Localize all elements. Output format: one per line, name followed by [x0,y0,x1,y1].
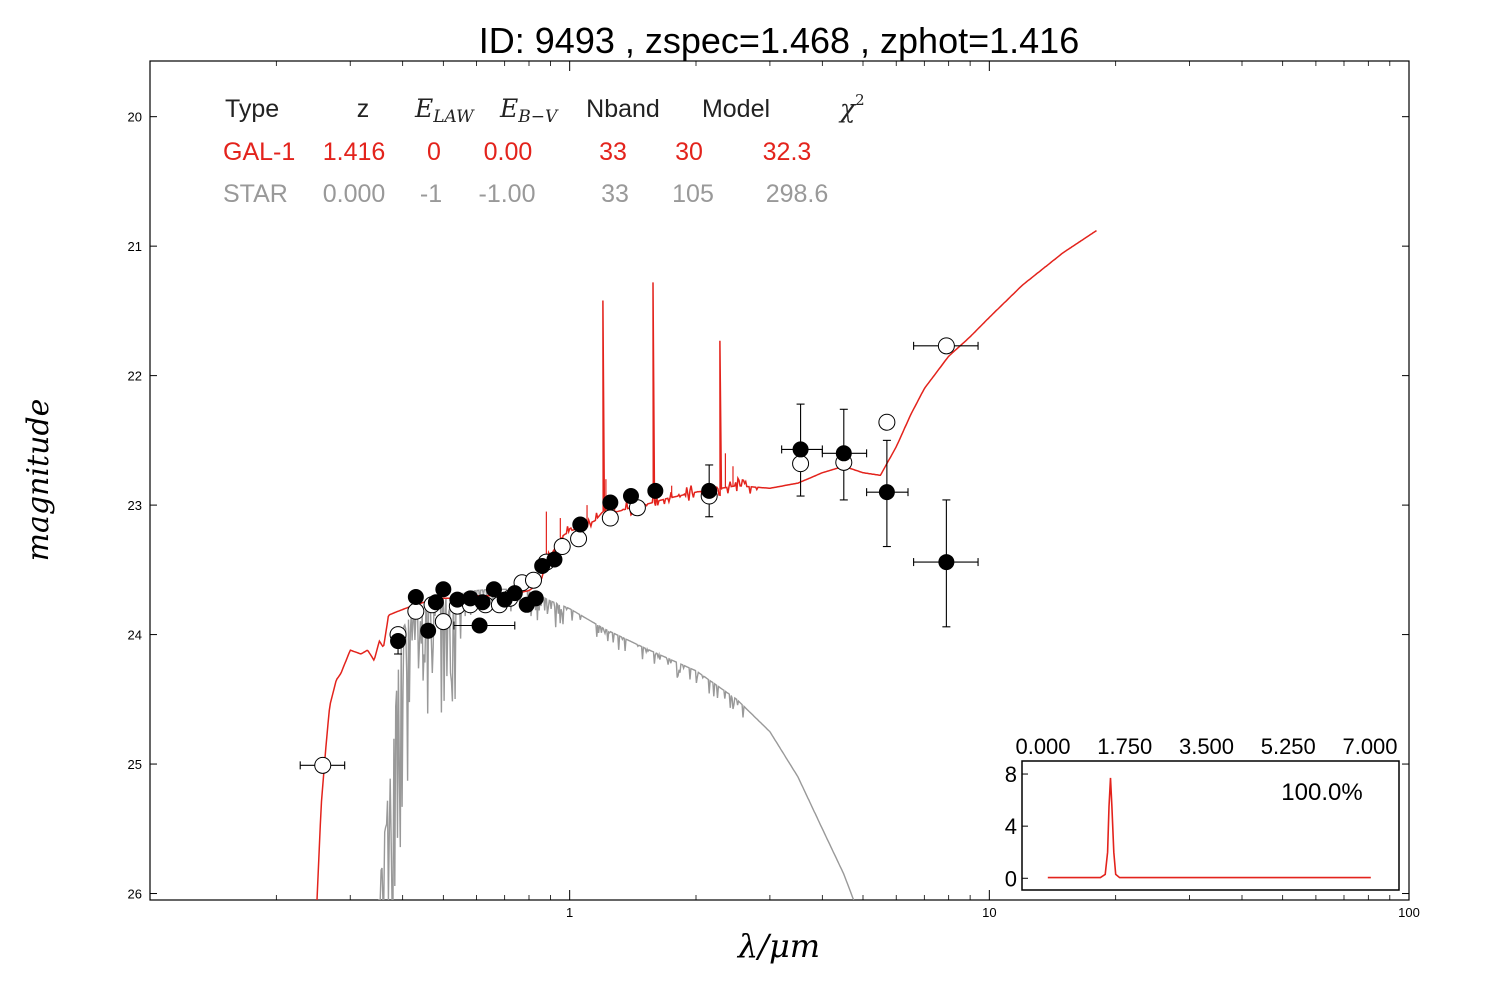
y-axis-label: magnitude [21,399,56,562]
inset-y-tick-label: 4 [1005,814,1017,839]
model-point [407,602,425,620]
gal-type: GAL-1 [223,138,295,166]
inset-x-tick-label: 7.000 [1342,734,1397,759]
observed-point [835,445,852,462]
inset-x-tick-label: 1.750 [1097,734,1152,759]
y-tick-label: 21 [128,239,142,254]
observed-point [471,617,488,634]
header-type: Type [225,95,279,123]
observed-point [506,585,523,602]
inset-frame [1021,760,1400,891]
y-tick-label: 20 [128,110,142,125]
gal-elaw: 0 [427,138,441,166]
header-model: Model [702,95,770,123]
figure-title: ID: 9493 , zspec=1.468 , zphot=1.416 [479,20,1079,61]
observed-point [878,484,895,501]
observed-point [390,633,407,650]
x-tick-label: 10 [982,905,996,920]
x-axis-label: λ/μm [736,927,820,965]
header-nband: Nband [586,95,660,123]
model-point [937,337,955,355]
observed-point [701,482,718,499]
model-point [314,756,332,774]
header-elaw: ELAW [414,94,475,127]
gal-chi2: 32.3 [763,138,812,166]
star-z: 0.000 [323,180,386,208]
main-plot-area [299,229,1097,900]
model-point [524,571,542,589]
observed-point [602,494,619,511]
observed-point [534,557,551,574]
star-elaw: -1 [420,180,442,208]
star-type: STAR [223,180,288,208]
observed-point [572,516,589,533]
star-spectrum-line [378,587,855,900]
star-ebv: -1.00 [479,180,536,208]
y-tick-label: 23 [128,498,142,513]
fit-table: Type z ELAW EB−V Nband Model χ2 GAL-1 1.… [223,91,865,208]
x-tick-label: 1 [566,905,573,920]
inset-axis-ticks: 0.000 1.750 3.500 5.250 7.000 0 4 8 [1005,734,1398,891]
fit-row-gal: GAL-1 1.416 0 0.00 33 30 32.3 [223,138,811,166]
inset-x-tick-label: 0.000 [1015,734,1070,759]
model-point [434,613,452,631]
observed-point [938,554,955,571]
observed-point [485,581,502,598]
pdz-inset: 0.000 1.750 3.500 5.250 7.000 0 4 8 100.0% [1005,734,1400,891]
header-z: z [357,95,370,123]
model-point [601,509,619,527]
gal-spectrum-line [316,229,1097,900]
inset-plot-area [1047,777,1371,879]
gal-ebv: 0.00 [484,138,533,166]
star-model: 105 [672,180,714,208]
fit-table-header: Type z ELAW EB−V Nband Model χ2 [225,91,865,127]
star-chi2: 298.6 [766,180,829,208]
model-point [570,530,588,548]
header-ebv: EB−V [499,94,559,127]
model-point [878,413,896,431]
inset-y-tick-label: 0 [1005,866,1017,891]
inset-y-tick-label: 8 [1005,762,1017,787]
gal-z: 1.416 [323,138,386,166]
inset-x-tick-label: 3.500 [1179,734,1234,759]
y-tick-label: 26 [128,887,142,902]
model-point [792,455,810,473]
gal-model: 30 [675,138,703,166]
observed-point [647,482,664,499]
pdz-line [1047,777,1371,879]
fit-row-star: STAR 0.000 -1 -1.00 33 105 298.6 [223,180,828,208]
observed-point [792,441,809,458]
y-tick-label: 25 [128,757,142,772]
x-tick-label: 100 [1398,905,1420,920]
observed-point [622,488,639,505]
observed-point [407,589,424,606]
observed-point [474,594,491,611]
observed-point [546,551,563,568]
observed-point [427,594,444,611]
header-chi2: χ2 [838,91,865,123]
observed-point [420,622,437,639]
model-point [553,538,571,556]
inset-annotation: 100.0% [1281,779,1362,806]
star-nband: 33 [601,180,629,208]
inset-x-tick-label: 5.250 [1261,734,1316,759]
main-axis-ticks: 20 21 22 23 24 25 26 1 10 100 [128,61,1420,920]
y-tick-label: 22 [128,369,142,384]
observed-point [527,590,544,607]
y-tick-label: 24 [128,628,142,643]
gal-nband: 33 [599,138,627,166]
main-plot-frame [149,60,1410,901]
observed-point [435,581,452,598]
